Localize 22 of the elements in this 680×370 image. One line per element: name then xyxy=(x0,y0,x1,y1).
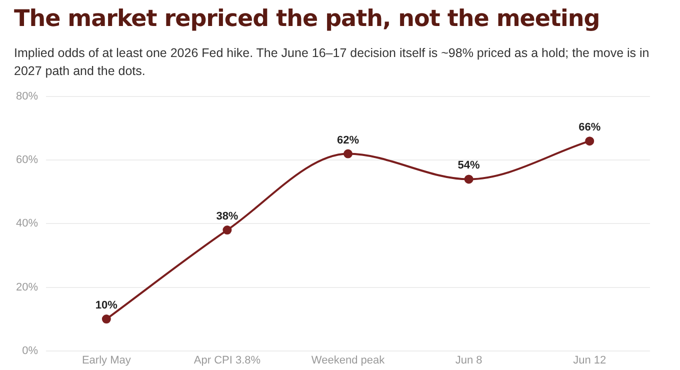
y-tick-label: 60% xyxy=(16,154,38,166)
y-tick-label: 20% xyxy=(16,281,38,294)
point xyxy=(102,314,111,324)
y-tick-label: 0% xyxy=(22,344,38,357)
point xyxy=(222,226,232,235)
x-tick-label: Weekend peak xyxy=(311,354,386,366)
y-tick-label: 80% xyxy=(16,90,38,103)
chart-title: The market repriced the path, not the meeting xyxy=(14,6,600,32)
y-tick-label: 40% xyxy=(16,218,38,230)
point xyxy=(464,174,474,184)
point xyxy=(344,149,353,158)
point xyxy=(585,136,594,146)
x-tick-label: Jun 12 xyxy=(573,354,606,366)
x-tick-label: Early May xyxy=(82,354,132,366)
x-tick-label: Apr CPI 3.8% xyxy=(194,354,261,366)
data-label: 38% xyxy=(216,210,238,223)
x-tick-label: Jun 8 xyxy=(455,354,482,366)
data-label: 62% xyxy=(336,134,360,146)
data-label: 10% xyxy=(95,300,118,312)
chart-subtitle: Implied odds of at least one 2026 Fed hike. The June 16–17 decision itself is ~98% priced as a hold; the move is in 2027 path and the dots. xyxy=(14,45,650,80)
data-label: 66% xyxy=(578,122,601,134)
data-label: 54% xyxy=(458,160,480,172)
